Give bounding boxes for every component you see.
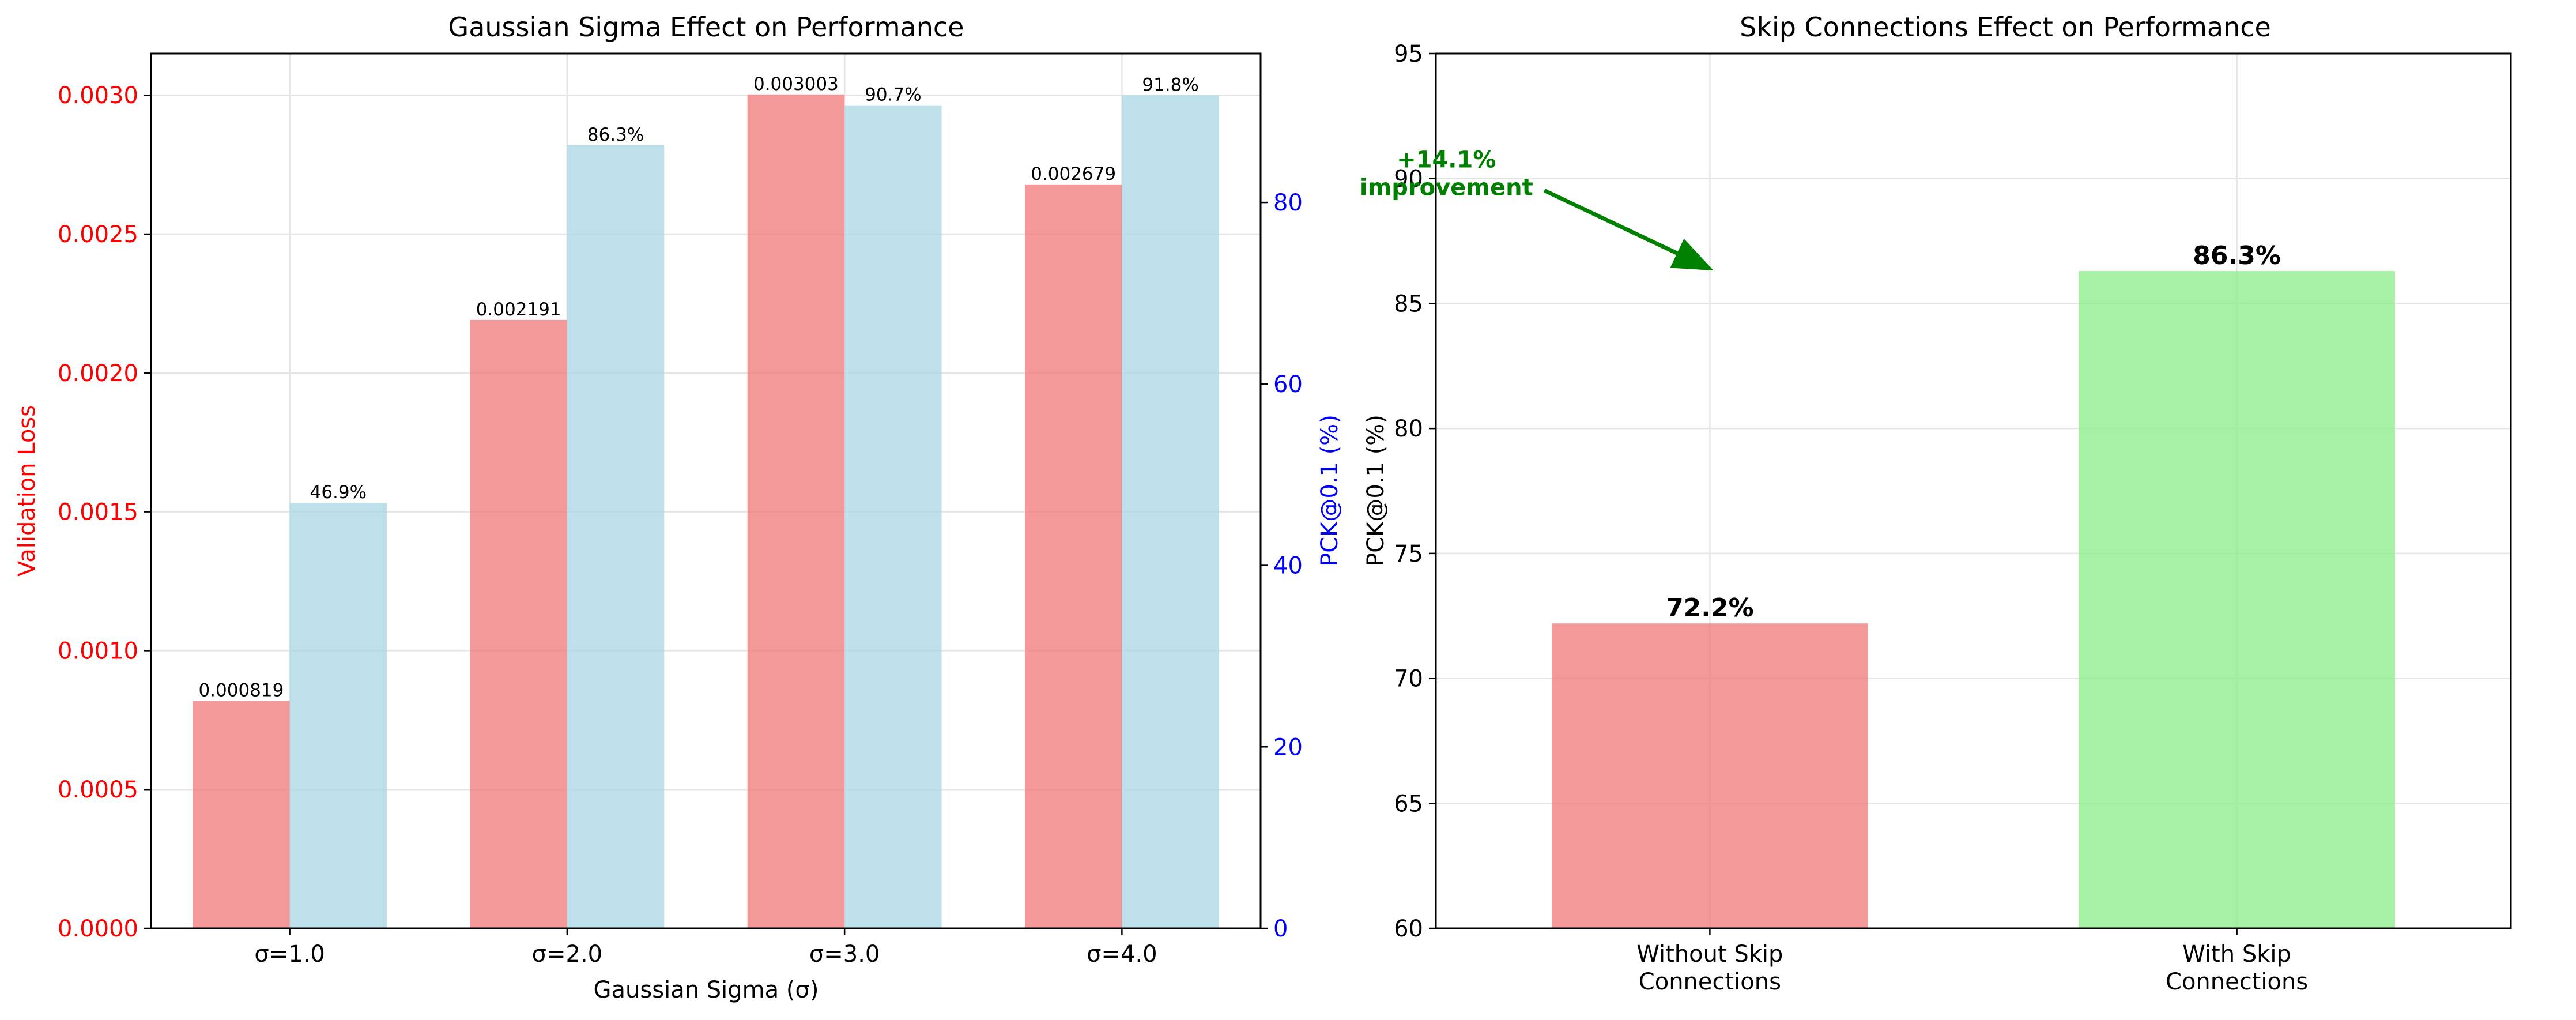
loss-bar xyxy=(470,319,567,928)
right-y-tick-label: 20 xyxy=(1273,734,1303,761)
right-chart-y-ticks: 60 65 70 75 80 85 90 95 xyxy=(1394,41,1436,942)
right-chart-y-tick-label: 75 xyxy=(1394,541,1423,567)
pck-bar-label: 86.3% xyxy=(587,125,644,145)
left-x-tick-label: σ=3.0 xyxy=(809,941,880,968)
loss-bar-label: 0.002679 xyxy=(1031,164,1116,185)
right-chart-x-tick-label-line1: With Skip xyxy=(2182,941,2291,968)
right-chart-y-tick-label: 90 xyxy=(1394,166,1423,193)
pck-bar-label: 46.9% xyxy=(310,482,367,503)
right-chart-x-tick-label-line1: Without Skip xyxy=(1636,941,1783,968)
right-bar-labels: 72.2% 86.3% xyxy=(1666,241,2281,623)
left-y-tick-label: 0.0020 xyxy=(58,360,138,387)
left-y-tick-label: 0.0000 xyxy=(58,916,138,942)
right-y-tick-label: 80 xyxy=(1273,190,1303,216)
right-chart-title: Skip Connections Effect on Performance xyxy=(1740,12,2271,43)
pck-bar xyxy=(289,502,387,928)
improvement-annotation-text-line2: improvement xyxy=(1360,174,1533,201)
improvement-annotation-text-line1: +14.1% xyxy=(1397,146,1496,173)
right-chart-x-tick-label-line2: Connections xyxy=(1639,969,1781,995)
pck-bar-label: 91.8% xyxy=(1142,74,1198,95)
left-x-ticks: σ=1.0 σ=2.0 σ=3.0 σ=4.0 xyxy=(254,928,1157,968)
improvement-annotation: +14.1% improvement xyxy=(1360,146,1714,271)
pck-bar xyxy=(2079,271,2395,928)
left-bar-labels: 0.000819 46.9% 0.002191 86.3% 0.003003 90.7% 0… xyxy=(198,74,1198,701)
left-x-tick-label: σ=1.0 xyxy=(254,941,325,968)
left-y-tick-label: 0.0015 xyxy=(58,499,138,526)
left-x-tick-label: σ=4.0 xyxy=(1087,941,1157,968)
left-y-tick-label: 0.0030 xyxy=(58,82,138,109)
right-y-axis-label: PCK@0.1 (%) xyxy=(1317,415,1343,567)
improvement-arrow xyxy=(1543,189,1714,271)
right-chart-y-tick-label: 65 xyxy=(1394,791,1423,817)
chart-skip-connections: Skip Connections Effect on Performance 7… xyxy=(1360,12,2512,995)
pck-bar-label: 86.3% xyxy=(2193,241,2281,270)
pck-bar xyxy=(567,145,665,928)
right-chart-y-tick-label: 85 xyxy=(1394,291,1423,317)
left-x-tick-label: σ=2.0 xyxy=(532,941,602,968)
right-y-tick-label: 60 xyxy=(1273,371,1303,398)
left-y-tick-label: 0.0005 xyxy=(58,777,138,803)
pck-bar xyxy=(844,105,942,929)
right-chart-y-tick-label: 60 xyxy=(1394,916,1423,942)
right-y-ticks: 0 20 40 60 80 xyxy=(1261,190,1303,942)
loss-bar-label: 0.002191 xyxy=(476,299,561,320)
right-plot-frame xyxy=(1435,52,2512,929)
left-y-tick-label: 0.0010 xyxy=(58,638,138,664)
right-chart-y-tick-label: 70 xyxy=(1394,666,1423,692)
pck-bar-label: 72.2% xyxy=(1666,593,1754,623)
right-chart-x-tick-label-line2: Connections xyxy=(2166,969,2308,995)
right-chart-y-axis-label: PCK@0.1 (%) xyxy=(1363,415,1389,567)
right-y-tick-label: 0 xyxy=(1273,916,1288,942)
loss-bar xyxy=(193,701,290,928)
loss-bar-label: 0.003003 xyxy=(753,74,839,95)
pck-bar xyxy=(1122,95,1219,929)
pck-bar xyxy=(1552,623,1868,928)
left-plot-frame xyxy=(150,52,1262,929)
left-bars xyxy=(193,94,1219,929)
left-y-tick-label: 0.0025 xyxy=(58,221,138,248)
pck-bar-label: 90.7% xyxy=(865,85,921,106)
left-x-axis-label: Gaussian Sigma (σ) xyxy=(594,977,819,1003)
chart-gaussian-sigma: Gaussian Sigma Effect on Performance 0.0… xyxy=(14,12,1343,1003)
loss-bar-label: 0.000819 xyxy=(198,680,284,701)
loss-bar xyxy=(747,94,845,928)
right-bars xyxy=(1552,271,2395,928)
left-chart-title: Gaussian Sigma Effect on Performance xyxy=(448,12,964,43)
loss-bar xyxy=(1024,184,1122,928)
right-chart-y-tick-label: 95 xyxy=(1394,41,1423,67)
right-chart-y-tick-label: 80 xyxy=(1394,416,1423,442)
right-y-tick-label: 40 xyxy=(1273,553,1303,579)
left-y-axis-label: Validation Loss xyxy=(14,405,40,577)
left-y-ticks: 0.0000 0.0005 0.0010 0.0015 0.0020 0.0025 0.00… xyxy=(58,82,151,942)
